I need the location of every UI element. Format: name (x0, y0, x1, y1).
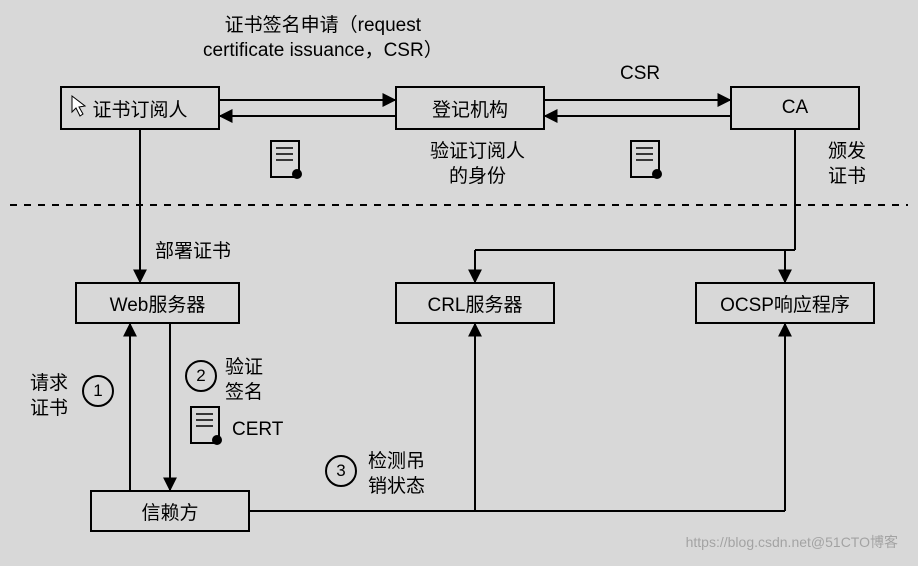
label-csr-request: 证书签名申请（request certificate issuance，CSR） (203, 14, 443, 63)
certificate-icon (190, 406, 224, 446)
label-deploy: 部署证书 (155, 240, 231, 265)
certificate-icon (270, 140, 304, 180)
node-subscriber: 证书订阅人 (60, 86, 220, 130)
step-2-label: 2 (196, 366, 205, 386)
step-1-icon: 1 (82, 375, 114, 407)
diagram-canvas: 证书订阅人 登记机构 CA Web服务器 CRL服务器 OCSP响应程序 信赖方… (0, 0, 918, 566)
node-relying: 信赖方 (90, 490, 250, 532)
node-ocsp: OCSP响应程序 (695, 282, 875, 324)
node-ca: CA (730, 86, 860, 130)
step-3-icon: 3 (325, 455, 357, 487)
node-crl: CRL服务器 (395, 282, 555, 324)
node-ra: 登记机构 (395, 86, 545, 130)
label-check-revoke: 检测吊 销状态 (368, 450, 425, 499)
label-issue-cert: 颁发 证书 (828, 140, 866, 189)
label-request-cert: 请求 证书 (30, 372, 68, 421)
step-2-icon: 2 (185, 360, 217, 392)
label-csr: CSR (620, 62, 660, 87)
step-3-label: 3 (336, 461, 345, 481)
step-1-label: 1 (93, 381, 102, 401)
node-webserver: Web服务器 (75, 282, 240, 324)
node-crl-label: CRL服务器 (427, 290, 522, 317)
label-verify-subscriber: 验证订阅人 的身份 (430, 140, 525, 189)
certificate-icon (630, 140, 664, 180)
node-relying-label: 信赖方 (141, 498, 198, 525)
label-cert: CERT (232, 418, 283, 443)
node-ra-label: 登记机构 (432, 95, 508, 122)
node-ocsp-label: OCSP响应程序 (720, 290, 850, 317)
node-webserver-label: Web服务器 (110, 290, 206, 317)
node-subscriber-label: 证书订阅人 (92, 95, 187, 122)
watermark: https://blog.csdn.net@51CTO博客 (686, 532, 898, 552)
label-verify-sig: 验证 签名 (225, 356, 263, 405)
node-ca-label: CA (782, 97, 808, 119)
